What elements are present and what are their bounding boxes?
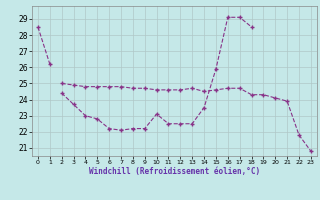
X-axis label: Windchill (Refroidissement éolien,°C): Windchill (Refroidissement éolien,°C) bbox=[89, 167, 260, 176]
